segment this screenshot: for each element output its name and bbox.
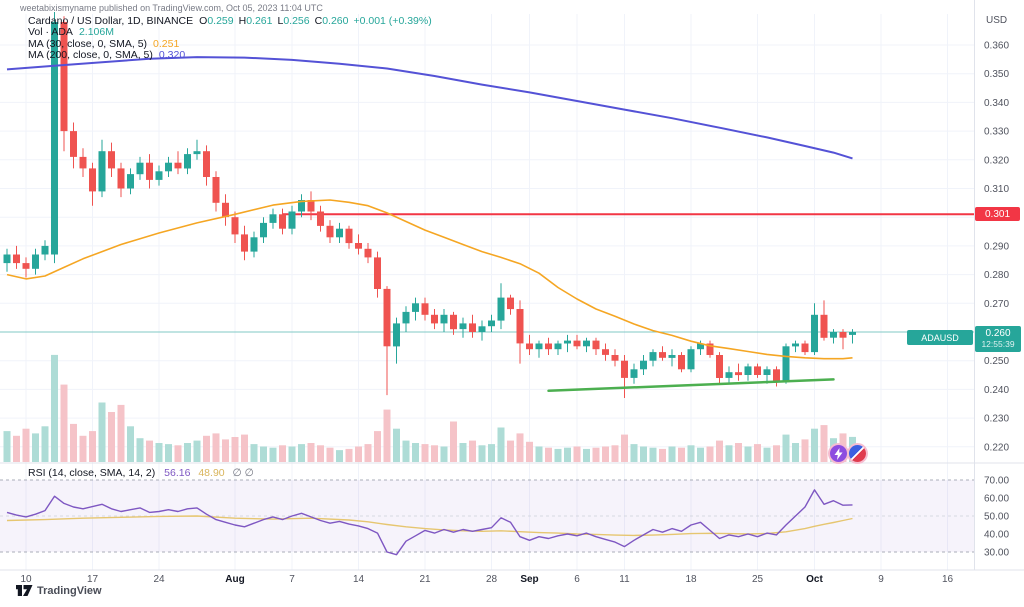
svg-text:0.250: 0.250 — [984, 356, 1009, 367]
price-axis[interactable] — [975, 0, 1024, 570]
svg-text:40.00: 40.00 — [984, 530, 1009, 541]
svg-text:7: 7 — [289, 574, 295, 585]
svg-text:14: 14 — [353, 574, 365, 585]
svg-text:17: 17 — [87, 574, 99, 585]
svg-text:0.270: 0.270 — [984, 299, 1009, 310]
ma30-label: MA (30, close, 0, SMA, 5) — [28, 37, 148, 50]
svg-text:0.360: 0.360 — [984, 41, 1009, 52]
svg-text:16: 16 — [942, 574, 954, 585]
svg-text:18: 18 — [685, 574, 697, 585]
time-axis[interactable] — [0, 570, 975, 592]
ma200-value: 0.320 — [158, 48, 186, 61]
svg-text:Oct: Oct — [806, 574, 823, 585]
support-trend-line[interactable] — [547, 378, 835, 393]
svg-text:0.290: 0.290 — [984, 241, 1009, 252]
svg-text:0.220: 0.220 — [984, 442, 1009, 453]
lightning-emoji-icon — [830, 445, 847, 462]
bar-countdown: 12:55:39 — [981, 339, 1015, 349]
svg-text:0.230: 0.230 — [984, 414, 1009, 425]
svg-text:0.280: 0.280 — [984, 270, 1009, 281]
svg-text:Aug: Aug — [225, 574, 244, 585]
rsi-legend: RSI (14, close, SMA, 14, 2) 56.16 48.90 … — [28, 467, 254, 479]
svg-text:10: 10 — [20, 574, 32, 585]
legend-row-ma200: MA (200, close, 0, SMA, 5) 0.320 — [28, 48, 432, 61]
current-price-badge: 0.260 12:55:39 — [975, 326, 1021, 352]
rsi-extra-symbols: ∅ ∅ — [232, 467, 254, 479]
tradingview-logo-icon — [16, 585, 33, 596]
legend-row-symbol: Cardano / US Dollar, 1D, BINANCE O0.259 H0… — [28, 15, 432, 27]
red-level-price-badge: 0.301 — [975, 207, 1020, 221]
legend-row-volume: Vol · ADA 2.106M — [28, 27, 432, 38]
svg-text:28: 28 — [486, 574, 498, 585]
vertical-gridlines — [25, 14, 948, 570]
watermark: weetabixismyname published on TradingVie… — [20, 3, 323, 13]
volume-label: Vol · ADA — [28, 26, 73, 39]
volume-bars — [3, 354, 856, 462]
svg-text:0.350: 0.350 — [984, 69, 1009, 80]
svg-text:11: 11 — [619, 574, 630, 585]
ma200-line[interactable] — [6, 56, 853, 160]
volume-value: 2.106M — [78, 26, 114, 39]
symbol-title: Cardano / US Dollar, 1D, BINANCE — [28, 15, 194, 27]
price-axis-unit: USD — [986, 15, 1008, 26]
svg-text:0.310: 0.310 — [984, 184, 1009, 195]
price-gridlines — [0, 44, 974, 448]
current-price-value: 0.260 — [985, 328, 1011, 339]
ohlc-low: L0.256 — [277, 15, 310, 27]
candles-layer — [3, 12, 856, 398]
rsi-sma-value: 48.90 — [198, 467, 225, 479]
svg-text:30.00: 30.00 — [984, 548, 1009, 559]
svg-text:9: 9 — [878, 574, 884, 585]
rsi-line[interactable] — [6, 489, 853, 556]
rsi-value: 56.16 — [164, 467, 191, 479]
chart-legend: Cardano / US Dollar, 1D, BINANCE O0.259 H0… — [28, 15, 432, 61]
price-change: +0.001 (+0.39%) — [353, 15, 432, 27]
svg-text:60.00: 60.00 — [984, 494, 1009, 505]
svg-text:0.240: 0.240 — [984, 385, 1009, 396]
rsi-axis-labels: 70.00 60.00 50.00 40.00 30.00 — [984, 476, 1009, 559]
svg-text:0.340: 0.340 — [984, 98, 1009, 109]
disc-emoji-icon — [849, 445, 866, 462]
time-axis-labels: 10 17 24 Aug 7 14 21 28 Sep 6 11 18 25 Oct 9 16 — [20, 574, 953, 585]
svg-text:6: 6 — [574, 574, 580, 585]
tradingview-footer: TradingView — [16, 584, 102, 597]
ohlc-close: C0.260 — [314, 15, 349, 27]
ma30-value: 0.251 — [153, 37, 180, 50]
svg-text:0.320: 0.320 — [984, 155, 1009, 166]
tradingview-brand: TradingView — [37, 584, 102, 597]
svg-text:24: 24 — [153, 574, 165, 585]
reaction-badges — [830, 445, 868, 462]
symbol-price-label: ADAUSD — [907, 330, 973, 345]
ohlc-high: H0.261 — [238, 15, 273, 27]
svg-text:21: 21 — [419, 574, 431, 585]
svg-text:25: 25 — [752, 574, 764, 585]
svg-text:70.00: 70.00 — [984, 476, 1009, 487]
svg-text:50.00: 50.00 — [984, 512, 1009, 523]
ma200-label: MA (200, close, 0, SMA, 5) — [28, 48, 153, 61]
legend-row-ma30: MA (30, close, 0, SMA, 5) 0.251 — [28, 37, 432, 50]
ohlc-open: O0.259 — [199, 15, 234, 27]
svg-text:Sep: Sep — [520, 574, 538, 585]
svg-text:0.330: 0.330 — [984, 127, 1009, 138]
rsi-label: RSI (14, close, SMA, 14, 2) — [28, 467, 156, 479]
ma30-line[interactable] — [6, 199, 853, 360]
